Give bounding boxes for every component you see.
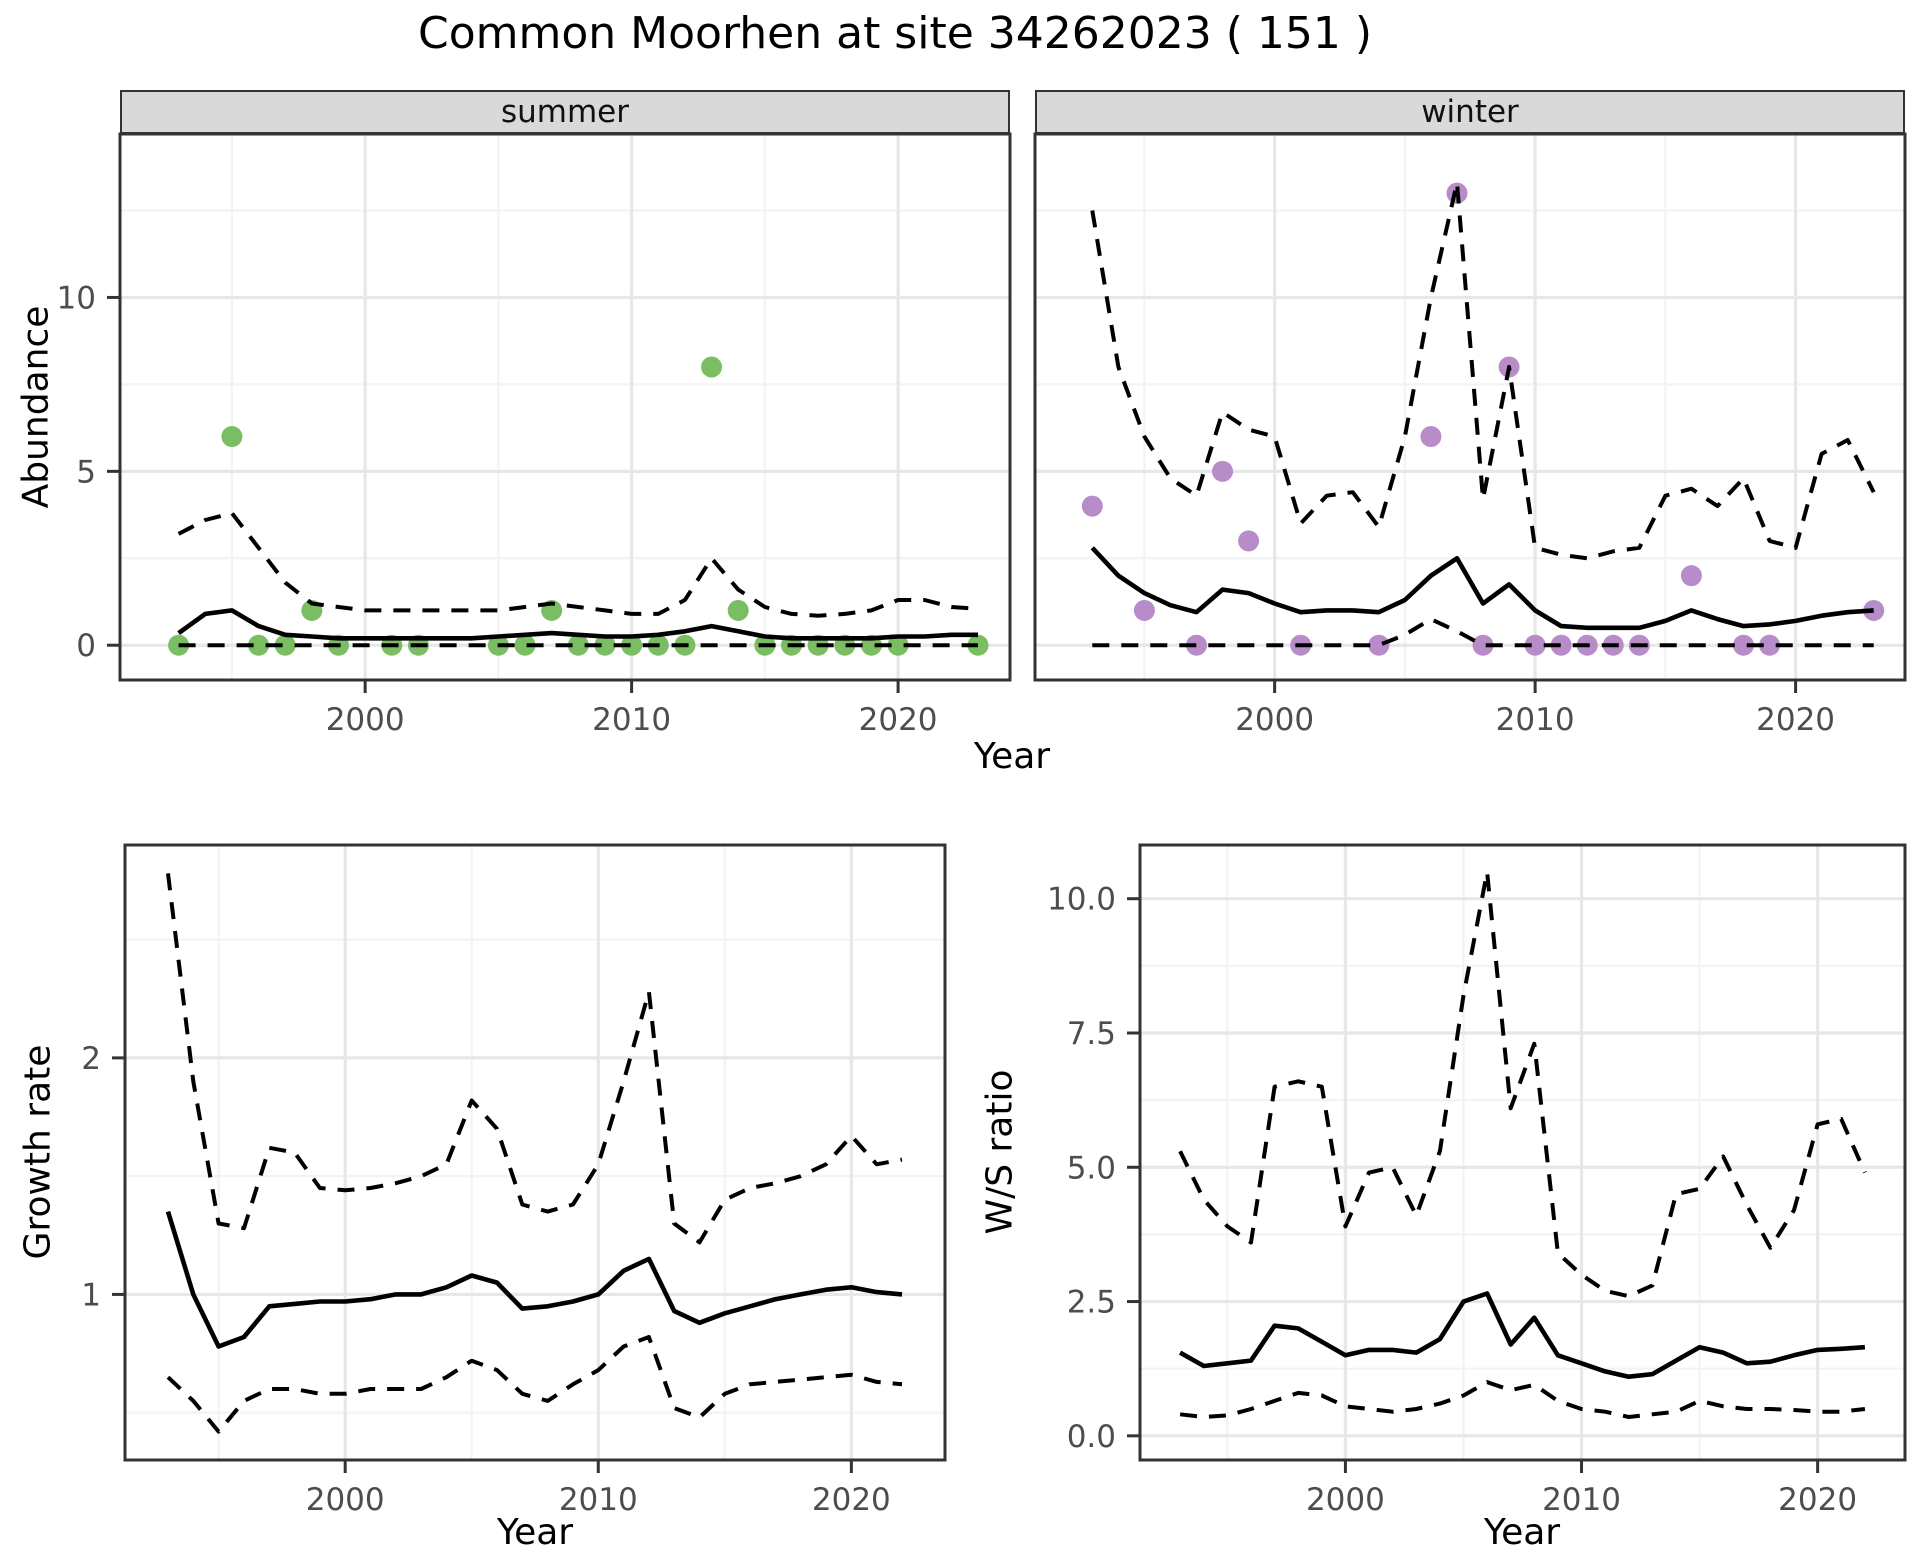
lower_ci-line [166,1335,903,1434]
observation-point [594,634,616,656]
observation-point [1368,634,1390,656]
winter-abundance-plot: 2000 2010 2020 [1033,132,1907,738]
y-tick-label: 2 [81,1041,101,1077]
observation-point [221,426,243,448]
observation-point [701,356,723,378]
y-tick-label: 5 [76,454,96,490]
panel-background [125,845,945,1460]
x-axis-title-year-growth: Year [496,1512,574,1553]
observation-point [1550,634,1572,656]
observation-point [1863,599,1885,621]
summer-abundance-plot: 2000 2010 2020 0 5 10 [57,132,1012,738]
observation-point [1759,634,1781,656]
panel-border [1033,132,1907,682]
x-tick-label: 2010 [592,702,671,738]
observation-point [727,599,749,621]
y-tick-label: 10 [57,280,96,316]
observation-point [1238,530,1260,552]
facet-strip-summer: summer [120,90,1010,134]
x-tick-label: 2010 [1496,702,1575,738]
x-axis-title-year-top: Year [973,736,1051,777]
observation-point [621,634,643,656]
median-line [177,608,978,641]
x-tick-label: 2020 [1778,1482,1857,1518]
observation-point [514,634,536,656]
x-tick-label: 2020 [1756,702,1835,738]
observation-point [1420,426,1442,448]
y-tick-label: 2.5 [1067,1285,1116,1321]
y-axis-title-growth-rate: Growth rate [17,1044,59,1260]
x-tick-label: 2010 [559,1482,638,1518]
y-tick-label: 7.5 [1067,1016,1116,1052]
observation-point [567,634,589,656]
panel-background [120,134,1010,680]
y-tick-label: 1 [81,1277,101,1313]
observation-point [1133,599,1155,621]
panel-background [1035,134,1905,680]
panel-border [123,843,947,1462]
x-tick-label: 2020 [812,1482,891,1518]
upper_ci-line [1178,869,1867,1299]
y-axis-title-ws-ratio: W/S ratio [979,1069,1021,1235]
observation-point [1524,634,1546,656]
chart-title: Common Moorhen at site 34262023 ( 151 ) [418,8,1372,59]
panel-border [118,132,1012,682]
y-tick-label: 5.0 [1067,1150,1116,1186]
observation-point [967,634,989,656]
observation-point [1212,460,1234,482]
x-tick-label: 2000 [326,702,405,738]
median-line [1178,1291,1866,1379]
observation-point [274,634,296,656]
observation-point [1185,634,1207,656]
lower_ci-line [1179,1380,1866,1419]
observation-point [1680,565,1702,587]
observation-point [1472,634,1494,656]
observation-point [248,634,270,656]
panel-border [1138,843,1907,1462]
facet-strip-winter-label: winter [1421,94,1519,130]
x-tick-label: 2000 [1235,702,1314,738]
x-tick-label: 2010 [1542,1482,1621,1518]
growth-rate-plot: 2000 2010 2020 1 2 [81,843,947,1518]
lower_ci-line [1092,617,1874,648]
y-tick-label: 0 [76,628,96,664]
x-tick-label: 2000 [306,1482,385,1518]
upper_ci-line [177,511,979,618]
ws-ratio-plot: 2000 2010 2020 0.0 2.5 5.0 7.5 10.0 [1047,843,1907,1518]
observation-point [1733,634,1755,656]
median-line [165,1210,903,1349]
facet-strip-summer-label: summer [500,94,629,130]
x-tick-label: 2020 [859,702,938,738]
observation-point [887,634,909,656]
x-axis-title-year-ws: Year [1483,1512,1561,1553]
median-line [1090,546,1874,631]
observation-point [1081,495,1103,517]
y-tick-label: 10.0 [1047,882,1116,918]
x-tick-label: 2000 [1306,1482,1385,1518]
y-axis-title-abundance: Abundance [15,305,57,509]
y-tick-label: 0.0 [1067,1419,1116,1455]
